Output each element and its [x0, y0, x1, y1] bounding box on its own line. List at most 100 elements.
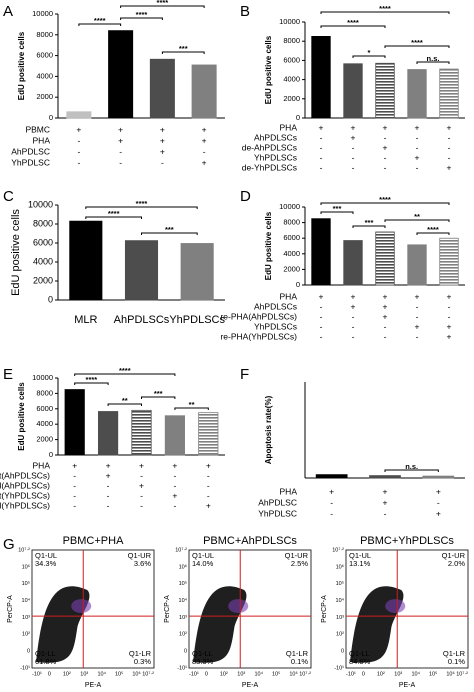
y-tick-label: 10⁷·² [18, 546, 30, 553]
condition-mark: - [207, 470, 210, 480]
condition-mark: - [173, 480, 176, 490]
condition-mark: - [384, 152, 387, 162]
panel-letter: C [3, 188, 14, 205]
condition-label: YhPDLSCs [254, 321, 297, 331]
condition-mark: + [118, 124, 123, 134]
y-axis-label: Apoptosis rate(%) [264, 395, 273, 464]
significance-label: n.s. [405, 462, 418, 471]
significance-bracket [320, 11, 450, 14]
condition-mark: - [416, 132, 419, 142]
condition-mark: - [77, 146, 80, 156]
y-tick-label: 4000 [36, 419, 53, 428]
bar [180, 243, 214, 301]
y-tick-label: 6000 [36, 51, 53, 60]
significance-label: **** [379, 4, 391, 13]
x-axis-label: PE-A [399, 682, 416, 689]
y-axis-label: PerCP-A [7, 595, 14, 623]
y-tick-label: 6000 [33, 237, 53, 247]
quadrant-percent: 0.3% [134, 657, 151, 666]
condition-mark: - [384, 321, 387, 331]
x-tick-label: AhPDLSCs [114, 314, 170, 326]
condition-mark: - [77, 135, 80, 145]
bar [311, 218, 331, 286]
x-axis-label: PE-A [242, 682, 259, 689]
condition-mark: + [351, 301, 356, 311]
condition-mark: + [106, 460, 111, 470]
significance-bracket [352, 225, 386, 228]
condition-mark: - [140, 500, 143, 510]
condition-mark: - [352, 142, 355, 152]
y-tick-label: 4000 [36, 71, 53, 80]
significance-label: **** [86, 375, 98, 384]
condition-mark: - [352, 311, 355, 321]
condition-mark: - [173, 500, 176, 510]
condition-mark: + [206, 460, 211, 470]
significance-bracket [174, 407, 209, 410]
condition-mark: - [73, 500, 76, 510]
condition-mark: + [383, 142, 388, 152]
bar [407, 244, 427, 286]
condition-mark: - [107, 480, 110, 490]
y-tick-label: 2000 [36, 435, 53, 444]
significance-label: **** [119, 366, 131, 375]
x-tick-label: 10⁶ [132, 670, 140, 677]
y-axis-label: EdU positive cells [264, 35, 273, 104]
y-tick-label: 10² [179, 632, 187, 638]
y-tick-label: 10⁶ [336, 563, 344, 570]
x-tick-label: 10³ [237, 671, 245, 677]
bar [439, 68, 459, 119]
significance-label: *** [165, 225, 174, 234]
y-tick-label: 4000 [283, 249, 300, 258]
x-axis-label: PE-A [85, 682, 102, 689]
significance-bracket [416, 61, 450, 64]
x-tick-label: 10² [220, 671, 228, 677]
significance-label: ** [189, 400, 195, 409]
condition-mark: + [447, 122, 452, 132]
significance-bracket [141, 396, 176, 399]
condition-mark: + [139, 460, 144, 470]
condition-label: de-AhPDLSCs [242, 142, 297, 152]
quadrant-name: Q1-UR [128, 551, 152, 560]
condition-mark: + [351, 122, 356, 132]
condition-mark: + [172, 460, 177, 470]
panel-letter: A [3, 3, 13, 20]
condition-mark: + [139, 480, 144, 490]
condition-mark: - [203, 146, 206, 156]
condition-label: AhPDLSC [258, 497, 297, 507]
y-tick-label: 10⁵ [22, 580, 30, 587]
panel-letter: G [3, 536, 15, 553]
condition-label: Transwell(AhPDLSCs) [0, 480, 50, 490]
x-tick-label: 10⁵ [272, 670, 280, 677]
bar [422, 475, 455, 479]
bar [311, 36, 331, 119]
quadrant-percent: 2.0% [448, 559, 465, 568]
y-tick-label: 0 [296, 280, 300, 289]
quadrant-name: Q1-LR [129, 649, 152, 658]
condition-mark: - [320, 301, 323, 311]
significance-label: **** [157, 0, 169, 7]
y-tick-label: 0 [341, 649, 344, 655]
condition-mark: + [160, 135, 165, 145]
condition-mark: - [352, 152, 355, 162]
condition-mark: - [352, 162, 355, 172]
condition-label: AhPDLSCs [254, 132, 297, 142]
bar [98, 411, 119, 456]
x-tick-label: 10² [377, 671, 385, 677]
condition-mark: + [383, 122, 388, 132]
condition-mark: + [447, 331, 452, 341]
y-tick-label: 2000 [33, 275, 53, 285]
condition-mark: - [140, 490, 143, 500]
condition-label: Transwell(YhPDLSCs) [0, 500, 50, 510]
y-tick-label: 2000 [36, 92, 53, 101]
significance-bracket [352, 55, 386, 58]
significance-bracket [85, 216, 142, 219]
condition-label: YhPDLSCs [254, 152, 297, 162]
bar [108, 30, 134, 119]
condition-mark: - [448, 152, 451, 162]
bar [375, 62, 395, 119]
y-tick-label: -10¹ [177, 665, 187, 671]
quadrant-percent: 84.8% [349, 657, 371, 666]
significance-label: **** [427, 225, 439, 234]
y-axis-label: PerCP-A [321, 595, 328, 623]
significance-label: ** [414, 212, 420, 221]
